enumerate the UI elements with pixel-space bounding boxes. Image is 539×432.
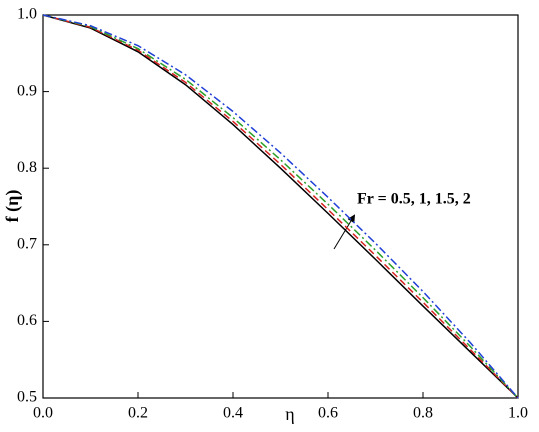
- plot-frame: [42, 14, 519, 399]
- y-tick-label: 0.6: [17, 312, 37, 329]
- series-line: [42, 14, 519, 399]
- x-tick-label: 0.0: [33, 405, 53, 422]
- x-tick-label: 0.8: [413, 405, 433, 422]
- series-line: [42, 14, 519, 399]
- x-tick-label: 0.4: [223, 405, 243, 422]
- y-tick-label: 0.8: [17, 159, 37, 176]
- y-tick-label: 1.0: [17, 6, 37, 23]
- x-tick-label: 1.0: [508, 405, 528, 422]
- y-tick-label: 0.7: [17, 235, 37, 252]
- annotation: Fr = 0.5, 1, 1.5, 2: [357, 191, 471, 208]
- x-axis-label: η: [285, 404, 294, 424]
- x-tick-label: 0.6: [318, 405, 338, 422]
- annotation-arrow: [333, 214, 356, 250]
- y-tick-label: 0.9: [17, 82, 37, 99]
- x-tick-label: 0.2: [128, 405, 148, 422]
- series-line: [42, 14, 519, 399]
- y-axis-label: f (η): [2, 190, 23, 223]
- y-tick-label: 0.5: [17, 389, 37, 406]
